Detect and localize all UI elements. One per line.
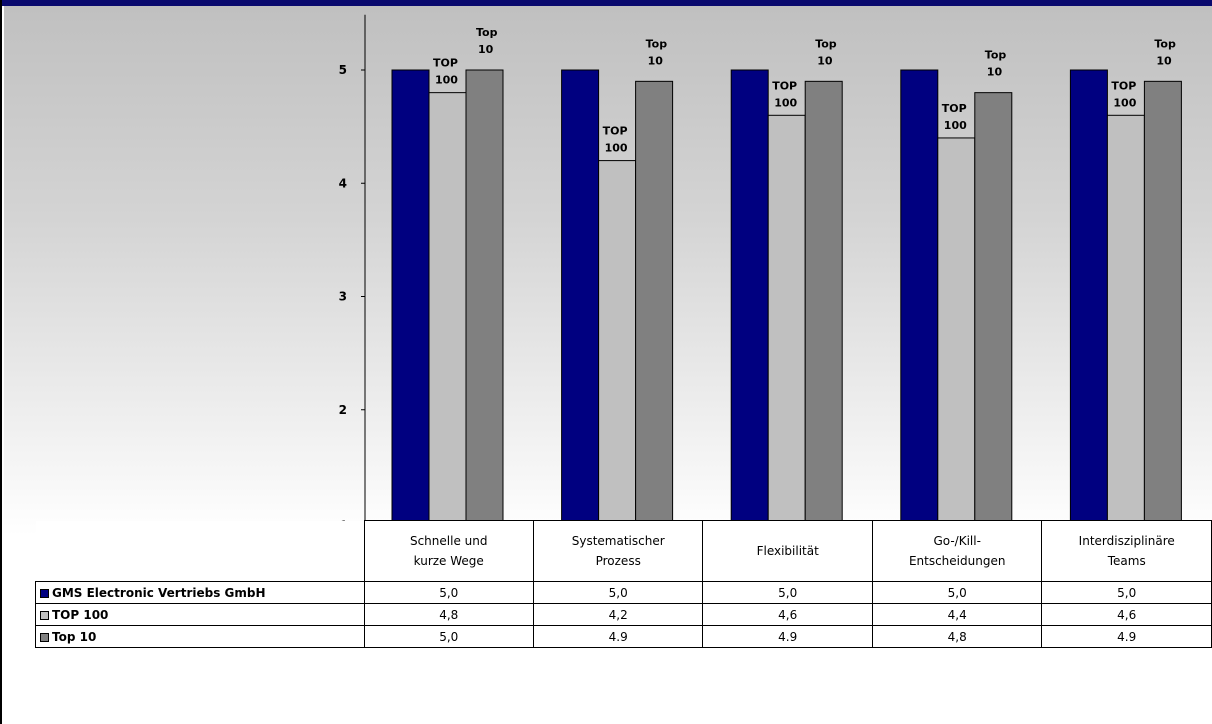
bar-label-top100: 100 <box>435 74 458 87</box>
table-cell: 5,0 <box>363 581 534 604</box>
category-label: Systematischer Prozess <box>571 534 665 568</box>
table-cell: 4,8 <box>871 625 1043 648</box>
category-header: Go-/Kill- Entscheidungen <box>871 520 1043 582</box>
bar-label-top10: 10 <box>817 54 833 67</box>
bar-label-top100: TOP <box>1111 79 1136 92</box>
bar-label-top10: 10 <box>648 54 664 67</box>
legend-entry: TOP 100 <box>35 603 365 626</box>
bar-top10 <box>465 69 504 524</box>
bar-label-top100: 100 <box>605 142 628 155</box>
bar-top100 <box>1106 114 1145 524</box>
legend-swatch-icon <box>40 632 49 642</box>
data-table: Schnelle und kurze Wege Systematischer Proz… <box>35 520 1212 648</box>
table-cell: 4.9 <box>532 625 704 648</box>
bar-company <box>391 69 430 524</box>
bar-label-top100: TOP <box>942 102 967 115</box>
category-label: Flexibilität <box>756 544 819 558</box>
bar-label-top10: 10 <box>478 43 494 56</box>
table-cell: 5,0 <box>871 581 1043 604</box>
bar-top100 <box>937 137 976 524</box>
category-header: Systematischer Prozess <box>532 520 704 582</box>
legend-entry: GMS Electronic Vertriebs GmbH <box>35 581 365 604</box>
table-cell: 4,8 <box>363 603 534 626</box>
y-tick-label: 5 <box>339 63 347 77</box>
bar-label-top100: 100 <box>1113 96 1136 109</box>
bar-label-top100: TOP <box>433 57 458 70</box>
table-cell: 5,0 <box>532 581 704 604</box>
category-header: Schnelle und kurze Wege <box>363 520 534 582</box>
bar-label-top100: TOP <box>772 79 797 92</box>
table-row: TOP 100 4,8 4,2 4,6 4,4 4,6 <box>35 603 1212 626</box>
bar-label-top10: Top <box>1154 37 1176 50</box>
legend-entry: Top 10 <box>35 625 365 648</box>
table-cell: 5,0 <box>702 581 873 604</box>
bar-label-top10: 10 <box>987 66 1003 79</box>
bar-label-top10: Top <box>646 37 668 50</box>
y-tick-label: 3 <box>339 290 347 304</box>
bar-top10 <box>1143 80 1182 524</box>
bar-company <box>730 69 769 524</box>
bar-top100 <box>428 92 467 524</box>
category-label: Schnelle und kurze Wege <box>409 534 488 568</box>
table-cell: 4,6 <box>1041 603 1212 626</box>
table-cell: 4.9 <box>702 625 873 648</box>
legend-swatch-icon <box>40 610 49 620</box>
bar-top10 <box>974 92 1013 524</box>
legend-label: GMS Electronic Vertriebs GmbH <box>52 585 266 600</box>
bar-label-top100: 100 <box>944 119 967 132</box>
table-cell: 5,0 <box>1041 581 1212 604</box>
bar-top100 <box>598 160 637 524</box>
bar-label-top100: 100 <box>774 96 797 109</box>
table-corner <box>35 520 364 582</box>
bar-label-top10: Top <box>815 37 837 50</box>
category-header: Flexibilität <box>702 520 873 582</box>
table-cell: 4,4 <box>871 603 1043 626</box>
table-cell: 4.9 <box>1041 625 1212 648</box>
bar-company <box>900 69 939 524</box>
top-bar <box>2 0 1212 6</box>
category-header: Interdisziplinäre Teams <box>1041 520 1212 582</box>
bar-top100 <box>767 114 806 524</box>
y-tick-label: 2 <box>339 403 347 417</box>
bar-company <box>1069 69 1108 524</box>
category-label: Interdisziplinäre Teams <box>1078 534 1175 568</box>
category-label: Go-/Kill- Entscheidungen <box>908 534 1006 568</box>
table-cell: 4,6 <box>702 603 873 626</box>
bar-top10 <box>804 80 843 524</box>
legend-label: Top 10 <box>52 629 97 644</box>
table-row: GMS Electronic Vertriebs GmbH 5,0 5,0 5,0 5,… <box>35 581 1212 604</box>
bar-label-top10: 10 <box>1156 54 1172 67</box>
legend-swatch-icon <box>40 588 49 598</box>
bar-top10 <box>635 80 674 524</box>
bar-label-top10: Top <box>476 26 498 39</box>
bar-label-top10: Top <box>985 49 1007 62</box>
table-cell: 4,2 <box>532 603 704 626</box>
table-row: Top 10 5,0 4.9 4.9 4,8 4.9 <box>35 625 1212 648</box>
legend-label: TOP 100 <box>52 607 109 622</box>
bar-company <box>561 69 600 524</box>
table-cell: 5,0 <box>363 625 534 648</box>
y-tick-label: 4 <box>339 176 347 190</box>
bar-label-top100: TOP <box>603 125 628 138</box>
